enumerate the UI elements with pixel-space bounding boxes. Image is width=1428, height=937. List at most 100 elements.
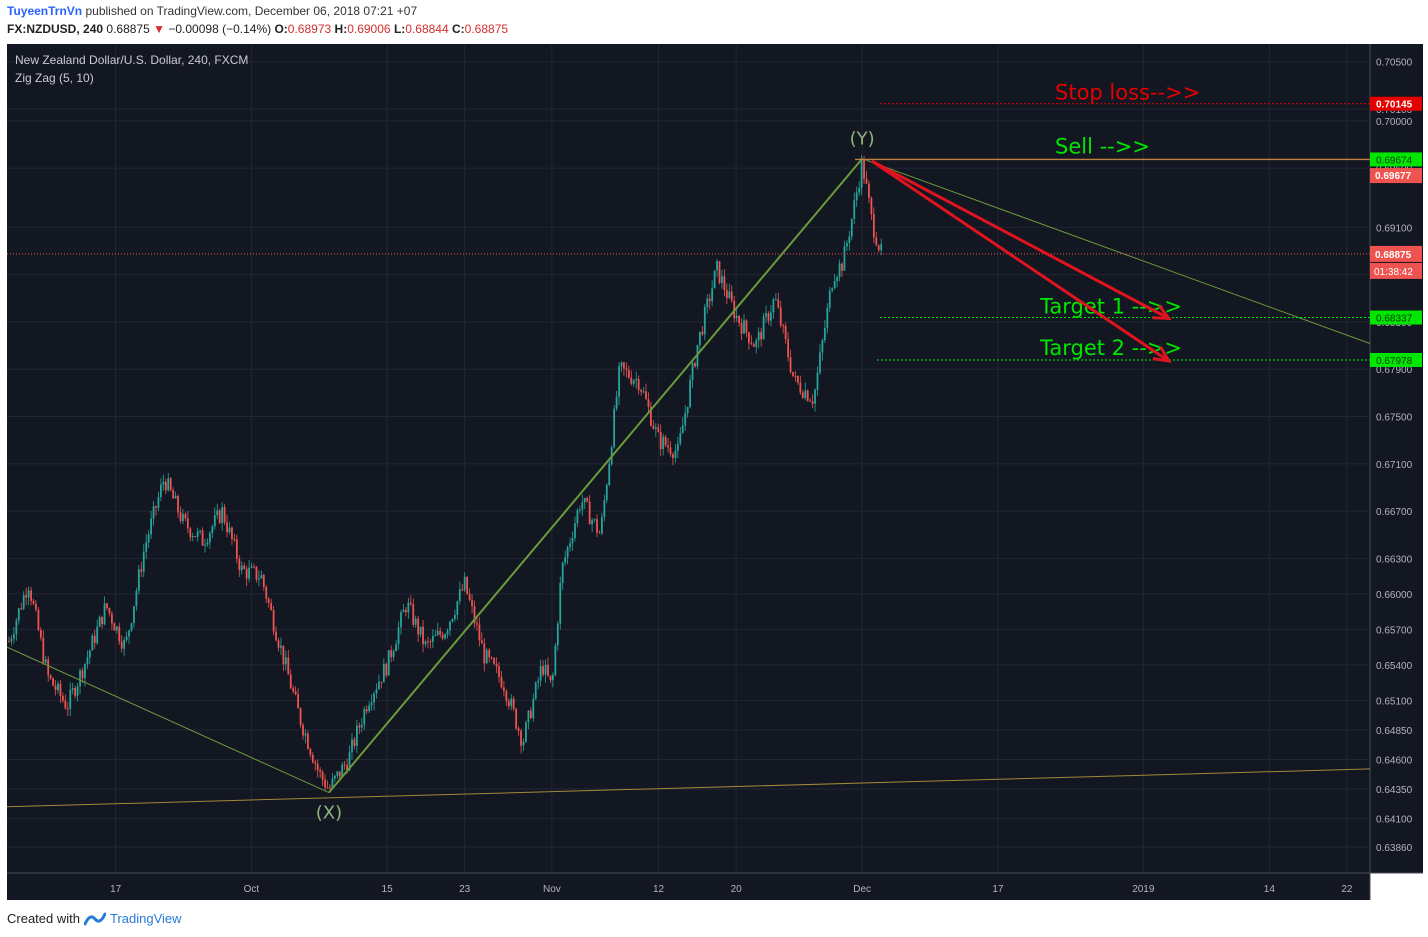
candle-body (841, 263, 843, 271)
candle-body (819, 352, 821, 373)
y-tick-label: 0.66000 (1376, 590, 1413, 601)
high-price-value: 0.69677 (1375, 171, 1412, 182)
candle-body (848, 236, 851, 244)
x-tick-label: Dec (853, 884, 871, 895)
low-value: 0.68844 (405, 22, 449, 36)
candle-body (412, 604, 415, 625)
zigzag-segment (6, 646, 330, 794)
candle-body (35, 603, 37, 610)
y-tick-label: 0.64600 (1376, 755, 1413, 766)
candle-body (8, 641, 10, 643)
candle-body (226, 522, 228, 533)
high-value: 0.69006 (347, 22, 391, 36)
candle-body (333, 775, 336, 779)
candle-body (444, 634, 446, 639)
candle-body (615, 396, 618, 409)
sell-price-tag (1370, 152, 1422, 167)
candle-body (370, 702, 373, 706)
candle-body (76, 686, 79, 696)
x-tick-label: 2019 (1132, 884, 1155, 895)
candle-body (708, 298, 711, 302)
author-link[interactable]: TuyeenTrnVn (7, 4, 83, 18)
candle-body (137, 569, 140, 591)
candle-body (91, 635, 94, 651)
candle-body (71, 688, 74, 690)
grid (7, 44, 1370, 873)
candle-body (201, 530, 204, 546)
candle-body (294, 691, 297, 695)
candle-body (537, 680, 540, 683)
candle-body (490, 657, 493, 659)
candle-body (713, 270, 716, 289)
candle-body (314, 762, 317, 764)
candle-body (468, 593, 471, 600)
candle-body (451, 618, 454, 622)
last-price: 0.68875 (106, 22, 150, 36)
candle-body (689, 380, 691, 407)
candle-body (57, 683, 59, 691)
candle-body (414, 618, 417, 625)
zigzag-indicator (6, 158, 1371, 794)
candle-body (539, 666, 542, 681)
candle-body (718, 261, 721, 283)
candles (8, 155, 883, 792)
candle-body (596, 519, 598, 533)
candle-body (574, 523, 576, 539)
candle-body (397, 627, 400, 645)
candle-body (836, 277, 838, 282)
candle-body (79, 670, 81, 687)
candle-body (623, 362, 625, 369)
x-tick-label: 17 (992, 884, 1004, 895)
candle-body (331, 778, 334, 788)
candle-body (681, 425, 684, 434)
candle-body (52, 678, 54, 686)
candle-body (307, 733, 309, 749)
candle-body (473, 606, 476, 624)
candle-body (525, 722, 527, 742)
tradingview-brand[interactable]: TradingView (109, 911, 182, 926)
candle-body (503, 687, 505, 691)
time-axis[interactable] (7, 873, 1370, 900)
candle-body (10, 638, 13, 642)
candle-body (199, 530, 201, 532)
candle-body (324, 779, 326, 788)
candle-body (277, 640, 280, 648)
candle-body (441, 634, 444, 639)
legend-title: New Zealand Dollar/U.S. Dollar, 240, FXC… (15, 53, 248, 67)
candle-body (512, 698, 515, 709)
candle-body (483, 643, 486, 664)
candle-body (650, 406, 652, 426)
candle-body (128, 630, 130, 637)
candle-body (162, 481, 165, 485)
candle-body (96, 626, 99, 644)
candle-body (652, 425, 655, 429)
candle-body (725, 290, 728, 298)
x-tick-labels: 17 Oct 15 23 Nov 12 20 Dec 17 2019 14 22 (110, 884, 1353, 895)
candle-body (471, 599, 473, 607)
y-tick-label: 0.65400 (1376, 661, 1413, 672)
x-tick-label: Nov (543, 884, 561, 895)
candle-body (93, 635, 96, 644)
candle-body (120, 641, 123, 649)
y-tick-label: 0.66300 (1376, 554, 1413, 565)
candle-body (135, 590, 138, 607)
candle-body (637, 378, 640, 391)
candle-body (752, 344, 755, 347)
candle-body (544, 664, 547, 675)
y-tick-label: 0.65100 (1376, 696, 1413, 707)
candle-body (152, 506, 155, 519)
candle-body (243, 565, 246, 569)
x-tick-label: Oct (244, 884, 260, 895)
candle-body (233, 538, 236, 540)
candle-body (449, 621, 451, 631)
candle-body (194, 536, 197, 538)
price-chart[interactable]: 0.705000.701000.700000.696000.691000.687… (0, 0, 1428, 905)
candle-body (522, 741, 525, 746)
candle-body (466, 576, 469, 594)
candle-body (809, 400, 812, 402)
candle-body (529, 710, 532, 719)
candle-body (789, 357, 792, 372)
candle-body (515, 708, 518, 729)
candle-body (576, 510, 579, 524)
candle-body (816, 372, 819, 390)
